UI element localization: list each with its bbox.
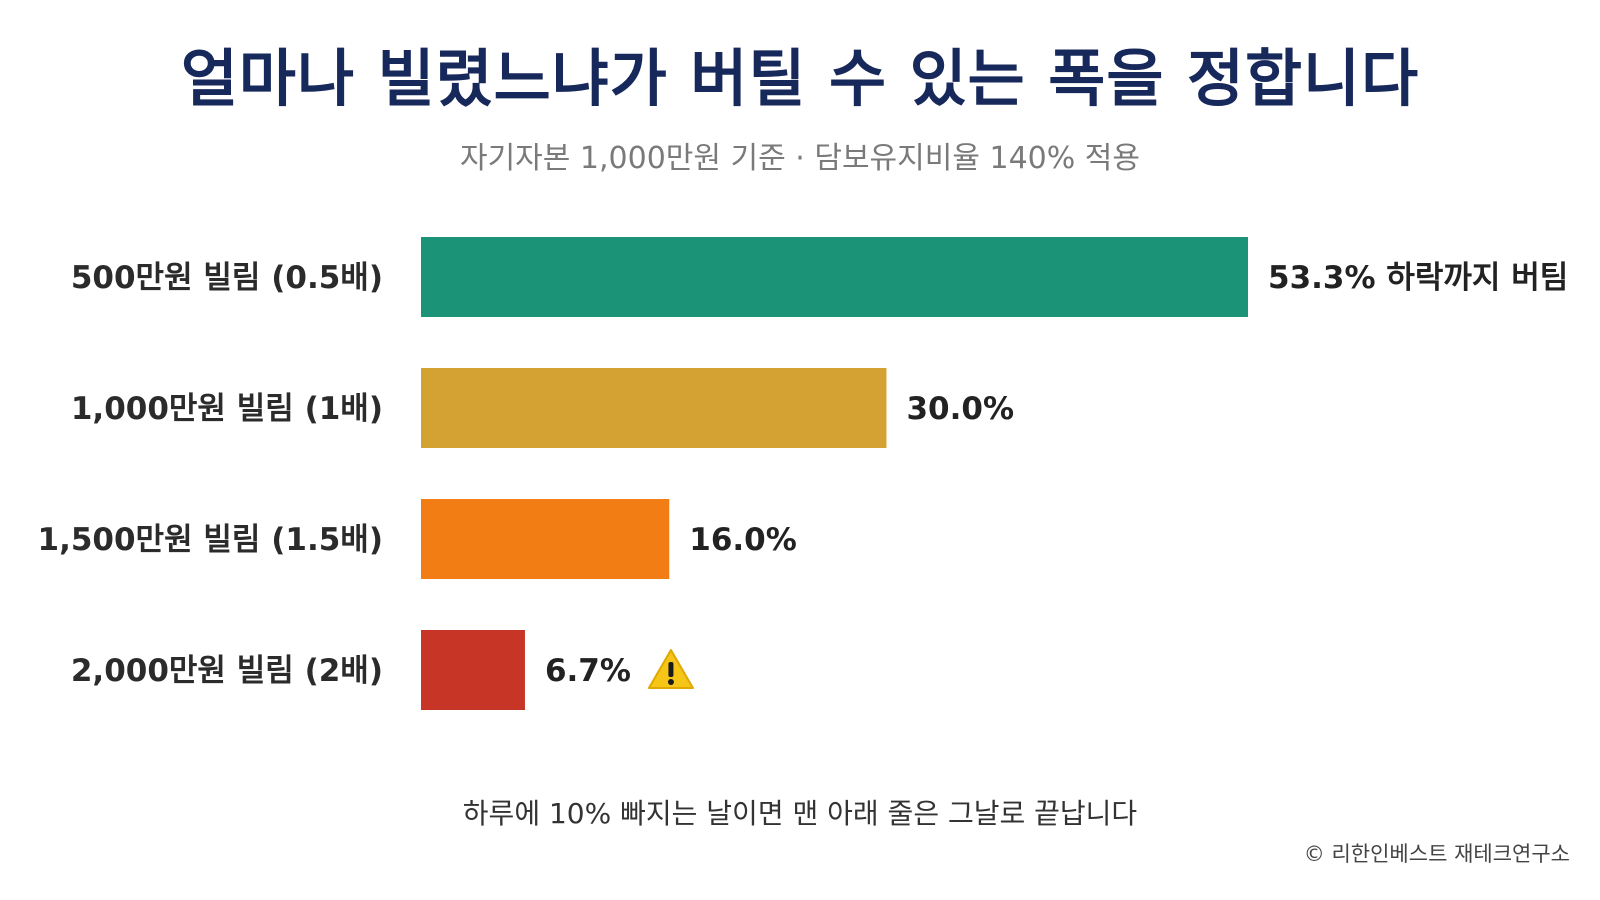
value-label: 16.0%: [689, 522, 797, 558]
bar: [421, 237, 1248, 317]
bar: [421, 630, 525, 710]
bar: [421, 499, 670, 579]
category-label: 1,500만원 빌림 (1.5배): [38, 522, 384, 558]
category-label: 500만원 빌림 (0.5배): [71, 260, 383, 296]
value-label: 53.3% 하락까지 버팀: [1268, 260, 1568, 296]
warning-triangle-icon: [647, 649, 694, 689]
category-label: 2,000만원 빌림 (2배): [71, 653, 383, 689]
credit-text: © 리한인베스트 재테크연구소: [1303, 842, 1570, 866]
footnote: 하루에 10% 빠지는 날이면 맨 아래 줄은 그날로 끝납니다: [462, 797, 1138, 830]
value-label: 6.7%: [545, 653, 631, 689]
value-label: 30.0%: [906, 391, 1014, 427]
bar: [421, 368, 887, 448]
chart-subtitle: 자기자본 1,000만원 기준 · 담보유지비율 140% 적용: [459, 141, 1140, 176]
category-label: 1,000만원 빌림 (1배): [71, 391, 383, 427]
chart-title: 얼마나 빌렸느냐가 버틸 수 있는 폭을 정합니다: [180, 42, 1420, 115]
